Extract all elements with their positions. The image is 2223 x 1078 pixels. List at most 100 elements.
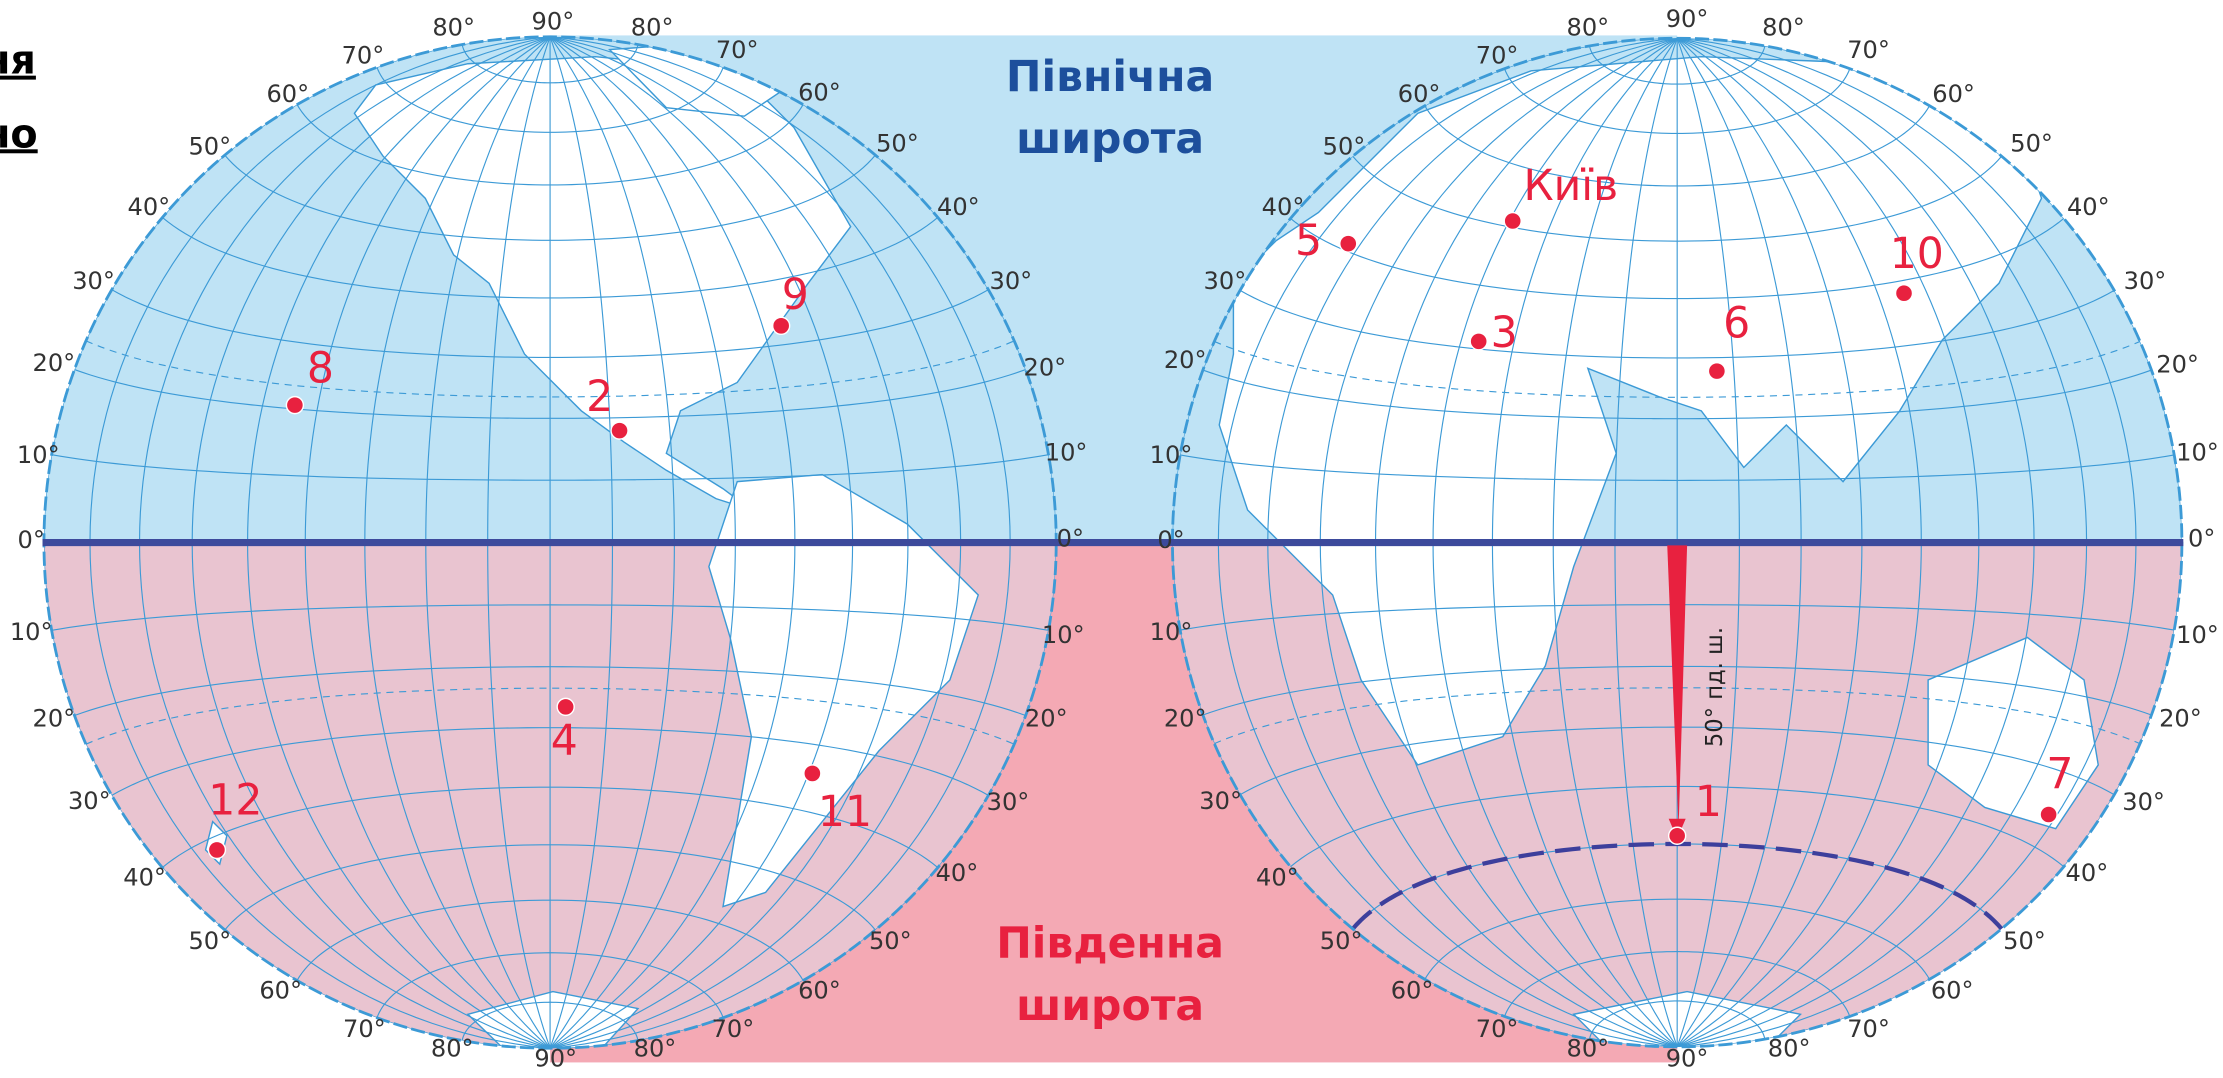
degree-label: 90°	[532, 8, 575, 36]
degree-label: 0°	[18, 526, 45, 554]
degree-label: 30°	[68, 787, 111, 815]
degree-label: 30°	[987, 788, 1030, 816]
degree-label: 80°	[431, 1035, 474, 1063]
place-dot	[1339, 234, 1358, 253]
degree-label: 10°	[1150, 618, 1193, 646]
parallel	[1290, 217, 2065, 300]
degree-label: 80°	[634, 1035, 677, 1063]
degree-label: 20°	[1024, 353, 1067, 381]
parallel	[1239, 289, 2115, 359]
parallel	[1504, 951, 1851, 1017]
parallel	[376, 67, 724, 133]
parallel	[51, 454, 1049, 481]
degree-label: 80°	[432, 13, 475, 41]
degree-label: 30°	[2124, 267, 2167, 295]
landmass	[708, 473, 980, 908]
place-dot	[1503, 211, 1522, 231]
degree-label: 80°	[631, 13, 674, 41]
degree-label: 70°	[342, 42, 385, 70]
degree-label: 40°	[2067, 193, 2110, 221]
degree-label: 70°	[1847, 1015, 1890, 1043]
degree-label: 40°	[128, 193, 171, 221]
degree-label: 80°	[1762, 13, 1805, 41]
degree-label: 50°	[188, 927, 231, 955]
place-label: 12	[208, 777, 262, 826]
region-title: Північна	[1006, 53, 1214, 102]
degree-label: 80°	[1768, 1035, 1811, 1063]
degree-label: 40°	[937, 193, 980, 221]
parallel	[111, 727, 989, 796]
parallel	[461, 44, 639, 84]
parallel	[461, 1001, 639, 1041]
degree-label: 40°	[2066, 859, 2109, 887]
landmass	[1218, 55, 2043, 766]
degree-label: 30°	[72, 267, 115, 295]
degree-label: 70°	[1847, 36, 1890, 64]
degree-label: 0°	[1057, 525, 1084, 553]
place-dot	[771, 316, 791, 336]
degree-label: 90°	[1666, 1045, 1709, 1073]
place-dot	[2039, 805, 2058, 824]
degree-label: 60°	[1398, 80, 1441, 108]
degree-label: 60°	[798, 977, 841, 1005]
place-dot	[1894, 284, 1914, 303]
degree-label: 30°	[2122, 788, 2165, 816]
place-label: 2	[586, 373, 613, 422]
degree-label: 90°	[534, 1045, 577, 1073]
degree-label: 10°	[2176, 621, 2219, 649]
place-dot	[1707, 361, 1727, 381]
degree-label: 70°	[343, 1015, 386, 1043]
parallel	[74, 369, 1026, 419]
place-dot	[1667, 826, 1687, 845]
place-dot	[556, 697, 575, 717]
degree-label: 20°	[2159, 705, 2202, 733]
header-fragment: ня	[0, 38, 36, 84]
degree-label: 50°	[1320, 927, 1363, 955]
place-label: 7	[2046, 750, 2073, 799]
parallel	[111, 289, 989, 359]
parallel	[224, 844, 876, 931]
parallel	[74, 666, 1026, 717]
degree-label: 10°	[1045, 438, 1088, 466]
degree-label: 40°	[936, 859, 979, 887]
degree-label: 10°	[1042, 621, 1085, 649]
degree-label: 70°	[712, 1015, 755, 1043]
place-dot	[803, 764, 822, 783]
degree-label: 60°	[1931, 977, 1974, 1005]
degree-label: 60°	[259, 977, 302, 1005]
place-label: 5	[1295, 217, 1322, 266]
degree-label: 20°	[2156, 350, 2199, 378]
parallel	[1202, 369, 2152, 420]
landmass	[1927, 636, 2099, 830]
degree-label: 60°	[266, 80, 309, 108]
degree-label: 90°	[1666, 5, 1709, 33]
degree-label: 20°	[33, 349, 76, 377]
degree-label: 10°	[10, 618, 53, 646]
parallel	[1588, 45, 1766, 85]
parallel	[296, 899, 804, 981]
degree-label: 0°	[1157, 526, 1184, 554]
degree-label: 80°	[1567, 13, 1610, 41]
place-dot	[207, 840, 227, 860]
degree-label: 20°	[1164, 705, 1207, 733]
degree-label: 10°	[17, 441, 60, 469]
parallel	[162, 786, 939, 869]
degree-label: 60°	[1932, 80, 1975, 108]
parallel	[224, 154, 876, 241]
degree-label: 50°	[188, 132, 231, 160]
place-label: 8	[307, 345, 334, 394]
parallel	[51, 604, 1049, 631]
header-fragment: но	[0, 111, 38, 157]
degree-label: 50°	[2003, 927, 2046, 955]
place-label: 10	[1890, 230, 1944, 279]
region-title: широта	[1016, 115, 1204, 164]
arrow-label: 50° пд. ш.	[1702, 627, 1728, 747]
degree-label: 30°	[989, 267, 1032, 295]
place-label: 3	[1491, 309, 1518, 358]
place-label: 1	[1695, 778, 1722, 827]
place-label: 6	[1723, 299, 1750, 348]
degree-label: 30°	[1199, 787, 1242, 815]
parallel	[376, 952, 724, 1018]
degree-label: 50°	[876, 129, 919, 157]
degree-label: 70°	[1476, 42, 1519, 70]
